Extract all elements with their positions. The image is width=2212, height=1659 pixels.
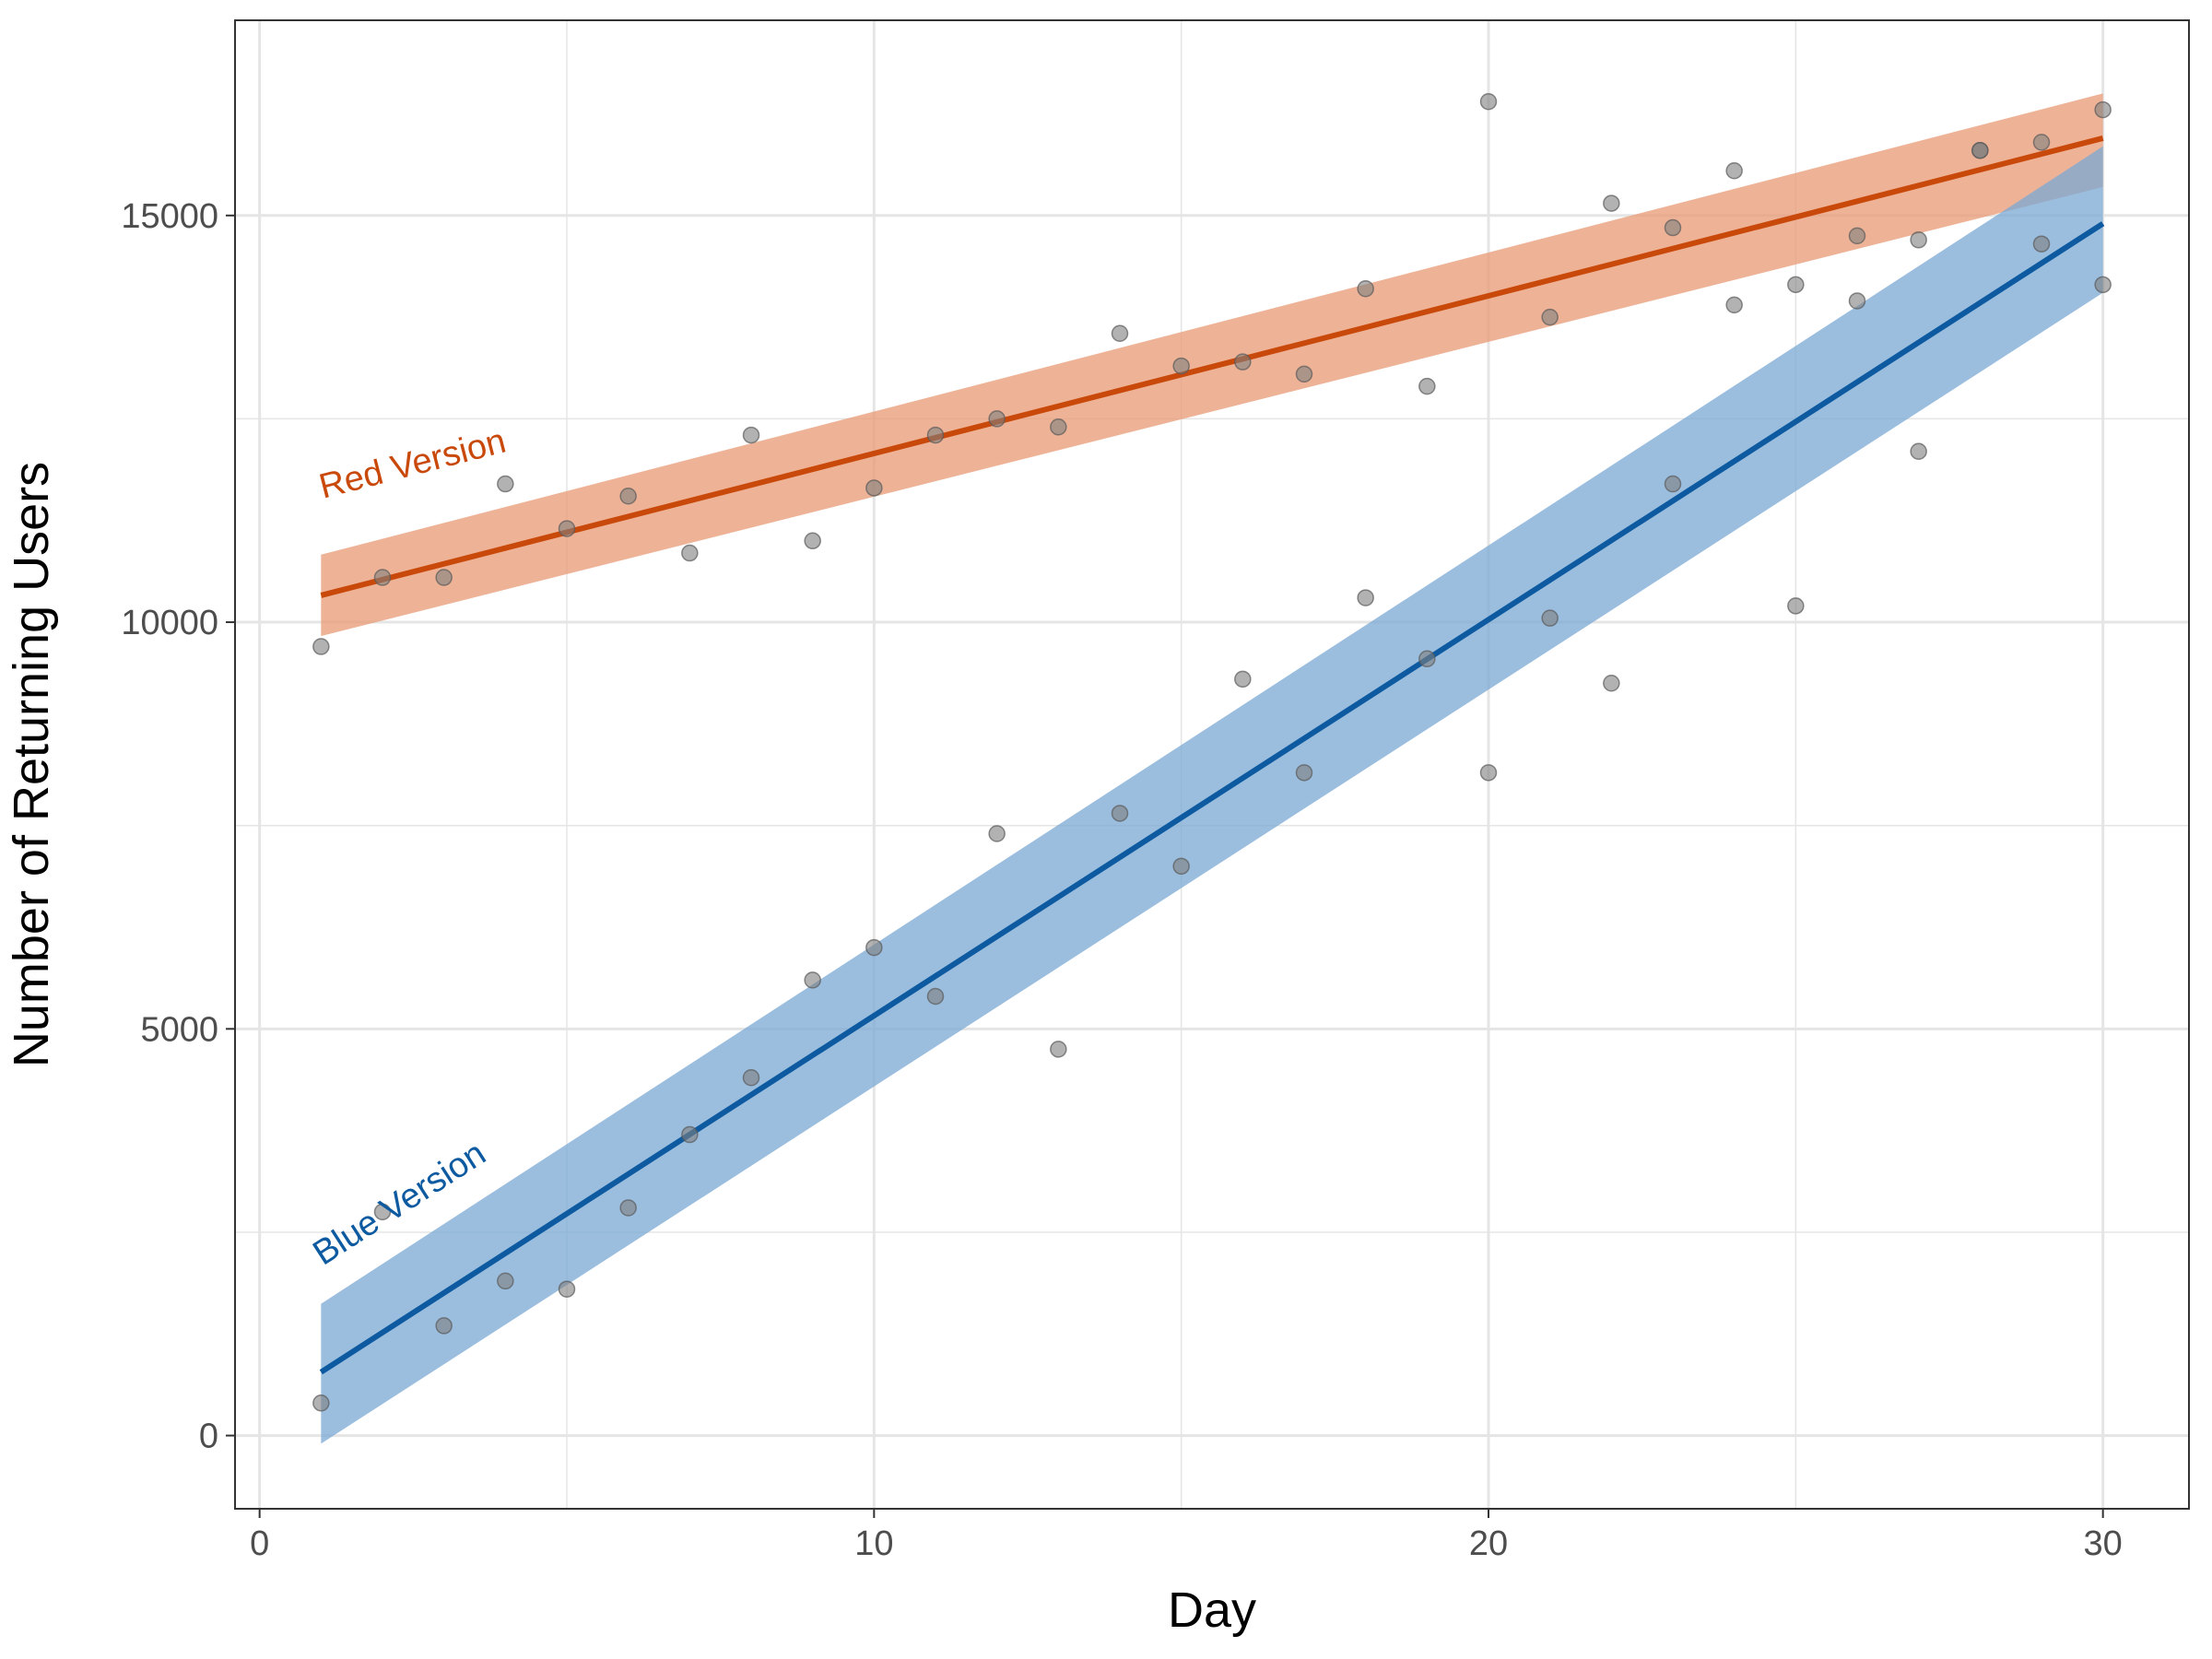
red-version-data-point	[988, 410, 1006, 428]
red-version-data-point	[1725, 162, 1743, 180]
blue-version-data-point	[1787, 597, 1805, 615]
red-version-data-point	[1357, 279, 1374, 298]
blue-version-data-point	[988, 825, 1006, 842]
red-version-data-point	[1172, 357, 1190, 375]
x-tick-label: 20	[1469, 1524, 1508, 1563]
red-version-data-point	[1664, 218, 1682, 237]
blue-version-data-point	[1418, 650, 1436, 668]
blue-version-data-point	[312, 1394, 330, 1412]
y-tick-label: 15000	[121, 197, 218, 236]
confidence-bands	[321, 93, 2103, 1444]
blue-version-data-point	[1910, 442, 1927, 460]
blue-version-data-point	[1848, 292, 1866, 310]
red-version-data-point	[2094, 100, 2112, 119]
red-version-data-point	[1295, 365, 1313, 383]
blue-version-data-point	[1725, 296, 1743, 314]
red-version-data-point	[435, 569, 453, 586]
blue-version-data-point	[2032, 235, 2051, 253]
x-tick-label: 30	[2084, 1524, 2123, 1563]
x-tick-label: 0	[250, 1524, 269, 1563]
blue-version-data-point	[1603, 674, 1620, 692]
blue-version-fit-line	[319, 221, 2105, 1375]
blue-version-data-point	[1664, 475, 1682, 493]
blue-version-data-point	[865, 938, 883, 957]
y-tick-label: 10000	[121, 604, 218, 642]
y-tick-label: 0	[199, 1418, 218, 1456]
blue-version-data-point	[497, 1272, 514, 1290]
blue-version-data-point	[681, 1125, 699, 1144]
red-version-data-point	[1603, 194, 1620, 212]
blue-version-data-point	[558, 1280, 576, 1298]
x-tick-label: 10	[854, 1524, 893, 1563]
red-version-data-point	[1848, 227, 1866, 245]
blue-version-data-point	[373, 1203, 392, 1221]
plot-panel-border	[234, 19, 2190, 1510]
blue-version-data-point	[1357, 589, 1374, 606]
red-version-data-point	[1418, 377, 1436, 395]
red-version-data-point	[619, 488, 637, 505]
red-version-data-point	[1787, 276, 1805, 294]
red-version-data-point	[2032, 134, 2051, 151]
y-axis-title: Number of Returning Users	[4, 462, 59, 1067]
data-points	[312, 93, 2112, 1412]
blue-version-data-point	[619, 1199, 637, 1217]
blue-version-data-point	[2094, 276, 2112, 294]
red-version-fit-line	[320, 135, 2104, 598]
red-version-data-point	[1541, 308, 1559, 326]
red-version-data-point	[373, 569, 392, 586]
red-version-data-point	[1050, 418, 1067, 436]
y-tick-label: 5000	[140, 1010, 218, 1049]
blue-version-data-point	[435, 1317, 453, 1335]
blue-version-data-point	[1111, 805, 1129, 822]
red-version-data-point	[1479, 93, 1498, 111]
red-version-label: Red Version	[315, 422, 510, 507]
red-version-data-point	[558, 520, 576, 537]
red-version-data-point	[312, 638, 330, 655]
red-version-data-point	[1234, 353, 1252, 371]
blue-version-data-point	[1172, 857, 1190, 876]
blue-version-data-point	[1541, 609, 1559, 627]
red-version-data-point	[865, 479, 883, 497]
blue-version-data-point	[1295, 764, 1313, 782]
x-axis-title: Day	[1168, 1583, 1256, 1638]
blue-version-data-point	[1971, 141, 1989, 159]
red-version-data-point	[681, 544, 699, 562]
red-version-data-point	[742, 426, 760, 444]
blue-version-data-point	[1234, 670, 1252, 688]
red-version-data-point	[926, 426, 945, 444]
red-version-data-point	[1111, 324, 1129, 343]
blue-version-data-point	[1050, 1041, 1067, 1058]
blue-version-data-point	[742, 1069, 760, 1087]
blue-version-data-point	[1479, 764, 1498, 782]
blue-version-data-point	[926, 987, 945, 1006]
axis-ticks: 0 10 20 30 0 5000 10000 15000	[121, 197, 2122, 1563]
red-version-data-point	[497, 475, 514, 493]
red-version-data-point	[1910, 231, 1927, 249]
red-version-data-point	[804, 532, 821, 550]
blue-version-data-point	[804, 971, 821, 989]
fit-lines	[319, 135, 2105, 1375]
